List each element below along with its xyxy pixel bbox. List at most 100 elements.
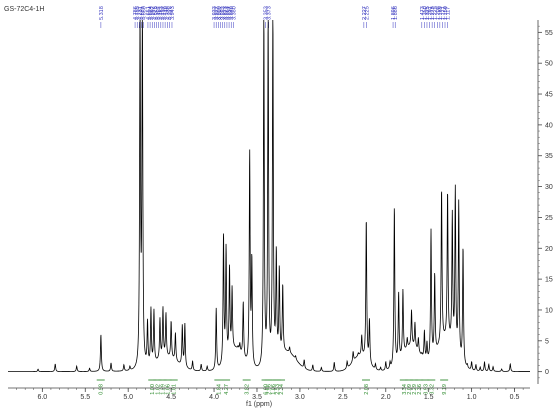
integral-value: 4.27 <box>224 384 230 395</box>
integral: 2.34 <box>277 379 286 395</box>
peak-label-text: 1.291 <box>428 6 434 20</box>
y-tick-label: 35 <box>545 153 553 160</box>
x-tick-label: 4.0 <box>209 394 219 401</box>
peak-label-text: 3.933 <box>212 6 218 20</box>
peak-label: 1.225 <box>433 6 439 28</box>
integral: 3.93 <box>421 379 430 395</box>
peak-label-text: 1.171 <box>440 6 446 20</box>
peak-label: 4.339 <box>165 6 171 28</box>
integral-value: 3.34 <box>402 384 408 395</box>
x-axis: 6.0 5.5 5.0 4.5 4.0 3.5 3.0 2.5 2.0 1.5 1.0 0.5 <box>8 387 530 401</box>
integral-value: 2.34 <box>279 384 285 395</box>
peak-label: 1.117 <box>446 7 452 28</box>
x-tick-label: 2.5 <box>338 394 348 401</box>
integral-value: 1.06 <box>271 384 277 395</box>
integral: 1.01 <box>169 379 178 395</box>
y-tick-label: 45 <box>545 92 553 99</box>
integral: 4.27 <box>222 379 231 395</box>
x-tick-label: 0.5 <box>510 394 520 401</box>
peak-label-text: 3.840 <box>229 6 235 20</box>
peak-label-text: 5.318 <box>99 6 105 20</box>
integral: 1.06 <box>163 379 172 395</box>
y-axis: 0 5 10 15 20 25 30 35 40 45 50 55 <box>537 20 553 384</box>
x-tick-label: 3.0 <box>295 394 305 401</box>
peak-label-text: 3.873 <box>223 6 229 20</box>
x-tick-label: 3.5 <box>252 394 262 401</box>
integral: 3.82 <box>242 379 251 395</box>
peak-label-text: 1.350 <box>422 6 428 20</box>
integral-layer: 0.98 1.00 1.02 1.29 1.06 1.01 1.84 4.27 3.82 6.00… <box>96 379 449 395</box>
peak-label-text: 4.410 <box>163 6 169 20</box>
peak-label-text: 4.575 <box>152 6 158 20</box>
spectrum-line <box>8 19 530 373</box>
peak-label: 1.208 <box>435 6 441 28</box>
peak-label-text: 4.592 <box>150 6 156 20</box>
peak-label: 3.353 <box>264 6 270 28</box>
integral-value: 2.53 <box>275 384 281 395</box>
peak-label-text: 1.117 <box>446 7 452 20</box>
peak-label-text: 1.325 <box>425 6 431 20</box>
peak-label-text: 4.660 <box>142 6 148 20</box>
integral: 0.98 <box>96 379 105 395</box>
integral: 2.08 <box>362 379 371 395</box>
peak-label-text: 3.373 <box>267 6 273 20</box>
peak-label-text: 4.552 <box>155 6 161 20</box>
peak-label-text: 2.227 <box>362 6 368 20</box>
y-tick-label: 50 <box>545 61 553 68</box>
peak-label-text: 4.691 <box>140 6 146 20</box>
integral: 1.84 <box>214 379 223 395</box>
peak-label: 3.943 <box>170 6 176 28</box>
x-tick-label: 1.5 <box>424 394 434 401</box>
integral-value: 1.29 <box>161 384 167 395</box>
peak-label-text: 4.651 <box>146 6 152 20</box>
integral-value: 2.08 <box>364 384 370 395</box>
peak-label: 3.380 <box>231 6 237 28</box>
peak-label-text: 3.857 <box>227 6 233 20</box>
peak-label: 3.900 <box>216 6 222 28</box>
peak-label: 1.291 <box>428 6 434 28</box>
y-tick-label: 30 <box>545 184 553 191</box>
peak-label: 4.651 <box>146 6 152 28</box>
peak-label: 3.373 <box>267 6 273 28</box>
integral-value: 2.09 <box>407 384 413 395</box>
x-tick-label: 5.5 <box>80 394 90 401</box>
peak-label: 1.473 <box>420 6 426 28</box>
peak-label: 4.624 <box>148 6 154 28</box>
y-tick-label: 20 <box>545 246 553 253</box>
integral-value: 1.00 <box>150 384 156 395</box>
peak-label-text: 4.786 <box>133 6 139 20</box>
peak-label: 1.350 <box>422 6 428 28</box>
y-tick-label: 25 <box>545 215 553 222</box>
integral-value: 1.01 <box>172 384 178 395</box>
peak-label-text: 1.886 <box>393 6 399 20</box>
peak-label: 1.171 <box>440 6 446 28</box>
peak-label: 1.896 <box>391 6 397 28</box>
peak-label: 1.150 <box>443 6 449 28</box>
peak-label-text: 1.150 <box>443 6 449 20</box>
integral: 9.19 <box>440 379 449 395</box>
y-tick-label: 0 <box>545 369 549 376</box>
peak-label-text: 4.437 <box>161 6 167 20</box>
peak-label: 4.660 <box>142 6 148 28</box>
peak-label: 4.575 <box>152 6 158 28</box>
peak-label-text: 3.353 <box>264 6 270 20</box>
peak-label-text: 3.927 <box>214 6 220 20</box>
peak-label-text: 3.943 <box>170 6 176 20</box>
y-tick-label: 40 <box>545 122 553 129</box>
peak-label: 4.786 <box>133 6 139 28</box>
peak-label-text: 1.275 <box>430 6 436 20</box>
peak-label-text: 4.339 <box>165 6 171 20</box>
peak-label-text: 4.731 <box>137 6 143 20</box>
chart-title: GS-72C4-1H <box>4 6 45 13</box>
x-tick-label: 2.0 <box>381 394 391 401</box>
integral: 2.36 <box>415 379 424 395</box>
peak-label: 4.328 <box>167 6 173 28</box>
peak-label: 4.552 <box>155 6 161 28</box>
peak-label-text: 3.380 <box>231 6 237 20</box>
peak-label: 4.592 <box>150 6 156 28</box>
y-tick-label: 10 <box>545 307 553 314</box>
peak-label-text: 1.473 <box>420 6 426 20</box>
x-tick-label: 5.0 <box>123 394 133 401</box>
integral-value: 1.02 <box>155 384 161 395</box>
